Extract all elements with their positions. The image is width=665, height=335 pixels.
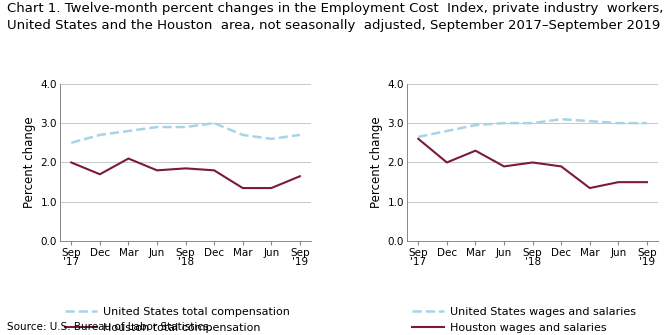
Y-axis label: Percent change: Percent change	[23, 117, 37, 208]
Text: Source: U.S. Bureau of Labor Statistics.: Source: U.S. Bureau of Labor Statistics.	[7, 322, 211, 332]
Legend: United States total compensation, Houston total compensation: United States total compensation, Housto…	[65, 307, 290, 333]
Y-axis label: Percent change: Percent change	[370, 117, 384, 208]
Legend: United States wages and salaries, Houston wages and salaries: United States wages and salaries, Housto…	[412, 307, 636, 333]
Text: Chart 1. Twelve-month percent changes in the Employment Cost  Index, private ind: Chart 1. Twelve-month percent changes in…	[7, 2, 663, 32]
